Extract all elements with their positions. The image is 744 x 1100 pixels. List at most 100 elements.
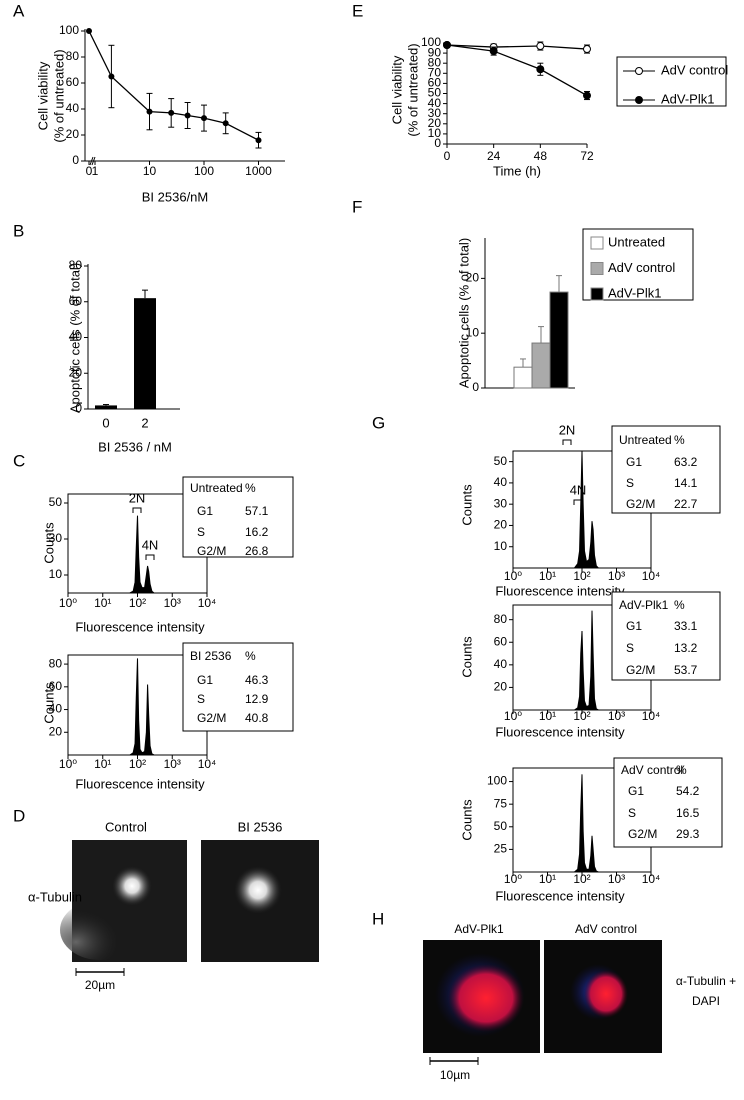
table-cell: G2/M (197, 711, 226, 725)
scale-bar-label: 20µm (85, 978, 115, 992)
x-tick-label: 10⁴ (642, 709, 661, 723)
image-column-label: AdV control (575, 922, 637, 936)
legend-label: AdV control (608, 260, 675, 275)
panel-letter: D (13, 806, 25, 825)
table-cell: 22.7 (674, 497, 698, 511)
table-cell: G2/M (626, 497, 655, 511)
y-tick-label: 0 (472, 380, 479, 394)
x-tick-label: 24 (487, 149, 501, 163)
panel-letter: E (352, 1, 363, 20)
y-tick-label: 20 (428, 116, 442, 130)
table-cell: S (197, 692, 205, 706)
panel-letter: A (13, 1, 25, 20)
y-axis-label: (% of untreated) (51, 49, 66, 142)
y-tick-label: 40 (494, 475, 508, 489)
y-axis-label: Counts (41, 682, 56, 724)
table-header: % (674, 598, 685, 612)
y-tick-label: 10 (466, 325, 480, 339)
x-tick-label: 10⁰ (504, 569, 522, 583)
y-axis-label: Apoptotic cells (% of total) (67, 263, 82, 413)
data-point (489, 47, 498, 56)
x-tick-label: 10¹ (94, 596, 111, 610)
x-tick-label: 10¹ (539, 569, 556, 583)
y-tick-label: 80 (494, 612, 508, 626)
y-tick-label: 100 (59, 23, 79, 37)
y-tick-label: 10 (494, 539, 508, 553)
y-tick-label: 50 (49, 495, 63, 509)
y-axis-label: Counts (459, 484, 474, 526)
x-axis-label: Time (h) (493, 163, 541, 178)
data-point (184, 112, 191, 119)
legend-label: AdV control (661, 62, 728, 77)
x-tick-label: 10³ (164, 596, 181, 610)
y-tick-label: 10 (428, 126, 442, 140)
table-cell: G1 (197, 673, 213, 687)
table-frame (611, 425, 721, 514)
table-cell: S (628, 806, 636, 820)
data-point (583, 45, 591, 54)
x-tick-label: 10⁰ (59, 757, 77, 771)
y-tick-label: 20 (466, 271, 480, 285)
y-tick-label: 30 (49, 531, 63, 545)
table-frame (182, 642, 294, 732)
data-point (222, 120, 229, 127)
data-point (536, 42, 545, 51)
y-tick-label: 60 (49, 679, 63, 693)
table-header: % (674, 433, 685, 447)
histogram-area (128, 658, 155, 756)
x-tick-label: 10² (129, 757, 146, 771)
table-cell: 29.3 (676, 827, 700, 841)
histogram-area (573, 450, 600, 569)
data-point (168, 109, 175, 116)
table-header: AdV-Plk1 (619, 598, 669, 612)
peak-bracket (145, 554, 155, 560)
x-tick-label: 10¹ (539, 709, 556, 723)
table-cell: G1 (626, 619, 642, 633)
x-tick-label: 10³ (608, 709, 625, 723)
table-cell: G2/M (628, 827, 657, 841)
image-column-label: AdV-Plk1 (454, 922, 504, 936)
y-axis-label: Cell viability (35, 61, 50, 130)
table-header: Untreated (190, 481, 243, 495)
y-tick-label: 90 (428, 45, 442, 59)
x-tick-label: 10² (573, 709, 590, 723)
data-point (583, 91, 591, 100)
y-tick-label: 100 (487, 774, 507, 788)
bar (531, 342, 551, 389)
x-axis-label: Fluorescence intensity (75, 619, 205, 634)
y-axis-label: Counts (41, 522, 56, 564)
data-point (86, 28, 92, 34)
y-tick-label: 25 (494, 842, 508, 856)
x-tick-label: 10⁰ (59, 596, 77, 610)
table-cell: S (626, 476, 634, 490)
micrograph-h (423, 940, 662, 1065)
y-tick-label: 40 (66, 101, 80, 115)
x-tick-label: 1000 (245, 164, 272, 178)
y-tick-label: 80 (428, 55, 442, 69)
x-tick-label: 0 (102, 415, 109, 430)
legend-swatch (590, 262, 604, 275)
y-axis-label: Apoptotic cells (% of total) (456, 238, 471, 388)
legend-frame (616, 56, 727, 107)
data-line (88, 30, 259, 141)
table-cell: 13.2 (674, 641, 698, 655)
x-tick-label: 10² (573, 569, 590, 583)
legend-label: AdV-Plk1 (608, 285, 661, 300)
table-header: % (245, 481, 256, 495)
y-tick-label: 70 (428, 65, 442, 79)
micrograph-d (60, 840, 319, 976)
data-point (146, 108, 153, 115)
table-cell: S (626, 641, 634, 655)
x-tick-label: 0 (86, 164, 93, 178)
x-axis-label: Fluorescence intensity (495, 724, 625, 739)
bar (513, 366, 533, 389)
x-tick-label: 10³ (608, 872, 625, 886)
table-cell: G1 (197, 504, 213, 518)
data-point (536, 65, 545, 74)
table-cell: 12.9 (245, 692, 269, 706)
y-tick-label: 50 (494, 454, 508, 468)
peak-label: 2N (559, 422, 576, 437)
x-tick-label: 1 (92, 164, 99, 178)
